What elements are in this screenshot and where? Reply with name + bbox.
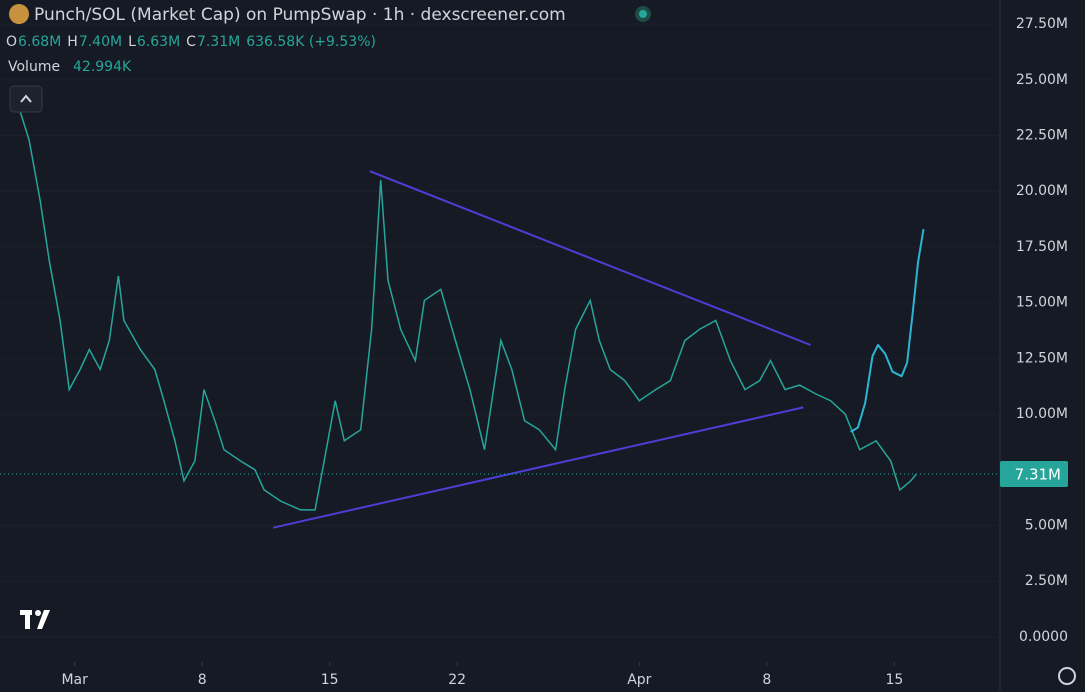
x-tick-label: Apr: [627, 672, 651, 688]
y-tick-label: 27.50M: [1016, 16, 1068, 32]
drawing-line: [272, 406, 804, 529]
ohlc-value: 7.31M: [197, 34, 240, 50]
y-tick-label: 15.00M: [1016, 295, 1068, 311]
collapse-icon: [20, 94, 32, 103]
x-tick-label: 8: [198, 672, 207, 688]
x-tick-label: 8: [762, 672, 771, 688]
last-price-box: [1000, 461, 1068, 488]
ohlc-value: 6.63M: [137, 34, 180, 50]
collapse-button[interactable]: [9, 85, 43, 113]
tv-logo: [20, 610, 50, 629]
volume-label: Volume: [8, 59, 60, 75]
y-tick-label: 0.0000: [1019, 629, 1068, 645]
volume-value: 42.994K: [73, 59, 132, 75]
y-tick-label: 12.50M: [1016, 350, 1068, 366]
x-tick-label: Mar: [61, 672, 88, 688]
ohlc-value: 6.68M: [18, 34, 61, 50]
ohlc-label: O: [6, 34, 17, 50]
drawing-line: [850, 228, 925, 433]
ohlc-label: L: [128, 34, 136, 50]
drawing-line: [369, 170, 811, 346]
status-dot: [639, 10, 647, 18]
y-tick-label: 2.50M: [1025, 573, 1068, 589]
x-tick-label: 22: [448, 672, 466, 688]
ohlc-label: C: [186, 34, 196, 50]
y-tick-label: 22.50M: [1016, 128, 1068, 144]
y-tick-label: 25.00M: [1016, 72, 1068, 88]
y-tick-label: 20.00M: [1016, 183, 1068, 199]
ohlc-row: O 6.68M H 7.40M L 6.63M C 7.31M 636.58K (+9.53%): [6, 34, 376, 50]
x-tick-label: 15: [321, 672, 339, 688]
y-tick-label: 17.50M: [1016, 239, 1068, 255]
last-price-label: 7.31M: [1015, 466, 1061, 484]
y-tick-label: 5.00M: [1025, 518, 1068, 534]
y-tick-label: 10.00M: [1016, 406, 1068, 422]
ohlc-value: 7.40M: [79, 34, 122, 50]
token-icon: [9, 4, 29, 24]
plot-area: [0, 23, 1000, 638]
settings-icon[interactable]: [1058, 667, 1076, 685]
change-value: 636.58K (+9.53%): [246, 34, 376, 50]
ohlc-label: H: [67, 34, 78, 50]
x-tick-label: 15: [885, 672, 903, 688]
chart-title: Punch/SOL (Market Cap) on PumpSwap · 1h …: [34, 5, 566, 25]
price-line: [19, 110, 917, 511]
